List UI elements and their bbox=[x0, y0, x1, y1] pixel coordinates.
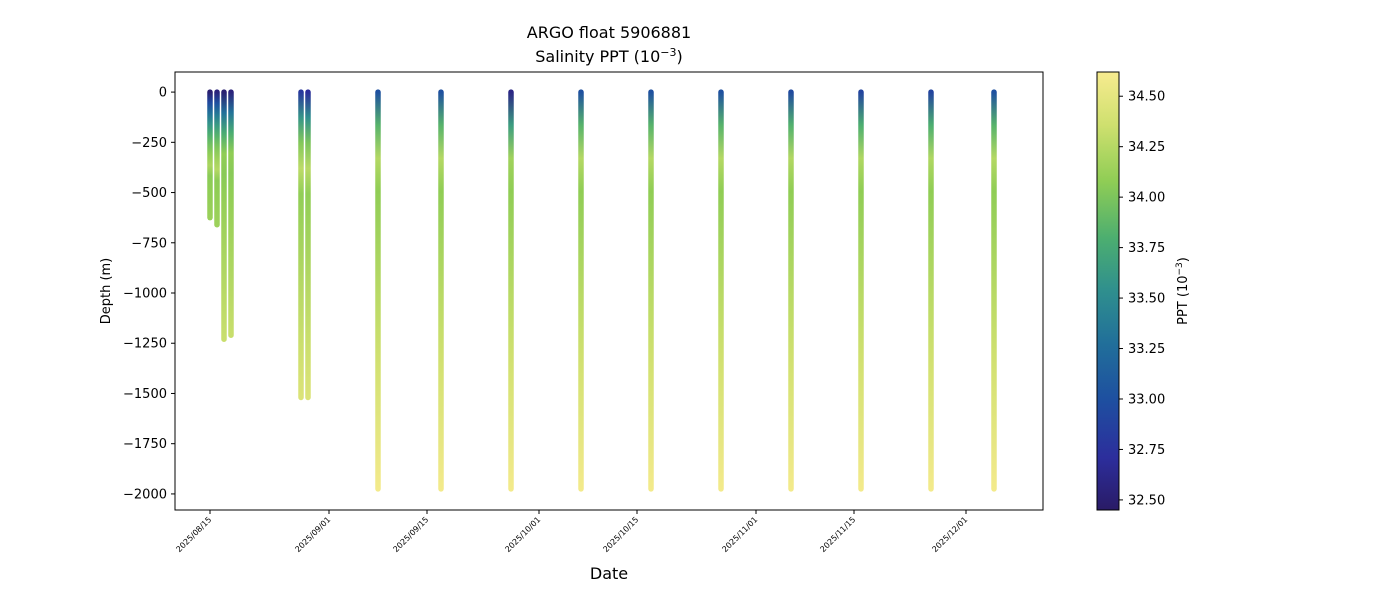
colorbar-tick-label: 33.75 bbox=[1128, 241, 1165, 256]
y-axis: 0 −250 −500 −750 −1000 −1250 −1500 −1750 −2000 bbox=[123, 86, 175, 502]
x-tick-label: 2025/09/01 bbox=[293, 515, 332, 554]
y-tick-label: −1000 bbox=[123, 287, 167, 302]
y-tick-label: −250 bbox=[131, 136, 167, 151]
colorbar-tick-label: 33.50 bbox=[1128, 292, 1165, 307]
y-tick-label: −1750 bbox=[123, 437, 167, 452]
colorbar-tick-label: 34.50 bbox=[1128, 90, 1165, 105]
colorbar-ticks: 32.50 32.75 33.00 33.25 33.50 33.75 34.00 34.25… bbox=[1119, 90, 1165, 508]
y-tick-label: −500 bbox=[131, 186, 167, 201]
colorbar-tick-label: 32.50 bbox=[1128, 493, 1165, 508]
colorbar-tick-label: 32.75 bbox=[1128, 443, 1165, 458]
colorbar bbox=[1096, 71, 1120, 511]
y-tick-label: −2000 bbox=[123, 487, 167, 502]
chart-subtitle: Salinity PPT (10−3) bbox=[535, 46, 683, 66]
y-axis-label: Depth (m) bbox=[99, 258, 114, 325]
colorbar-label: PPT (10−3) bbox=[1175, 257, 1191, 325]
colorbar-tick-label: 33.25 bbox=[1128, 342, 1165, 357]
x-tick-label: 2025/10/01 bbox=[503, 515, 542, 554]
y-tick-label: −1500 bbox=[123, 387, 167, 402]
x-tick-label: 2025/11/15 bbox=[818, 515, 857, 554]
y-tick-label: −750 bbox=[131, 236, 167, 251]
x-axis-label: Date bbox=[590, 564, 628, 583]
chart-title: ARGO float 5906881 bbox=[527, 23, 691, 42]
y-tick-label: 0 bbox=[159, 86, 167, 101]
profiles-layer bbox=[207, 89, 997, 492]
colorbar-tick-label: 33.00 bbox=[1128, 392, 1165, 407]
x-tick-label: 2025/08/15 bbox=[174, 515, 213, 554]
x-tick-label: 2025/10/15 bbox=[601, 515, 640, 554]
colorbar-tick-label: 34.25 bbox=[1128, 140, 1165, 155]
x-axis: 2025/08/15 2025/09/01 2025/09/15 2025/10/01… bbox=[174, 510, 969, 554]
plot-area bbox=[174, 71, 1044, 511]
y-tick-label: −1250 bbox=[123, 337, 167, 352]
colorbar-tick-label: 34.00 bbox=[1128, 191, 1165, 206]
x-tick-label: 2025/11/01 bbox=[720, 515, 759, 554]
x-tick-label: 2025/09/15 bbox=[391, 515, 430, 554]
x-tick-label: 2025/12/01 bbox=[930, 515, 969, 554]
